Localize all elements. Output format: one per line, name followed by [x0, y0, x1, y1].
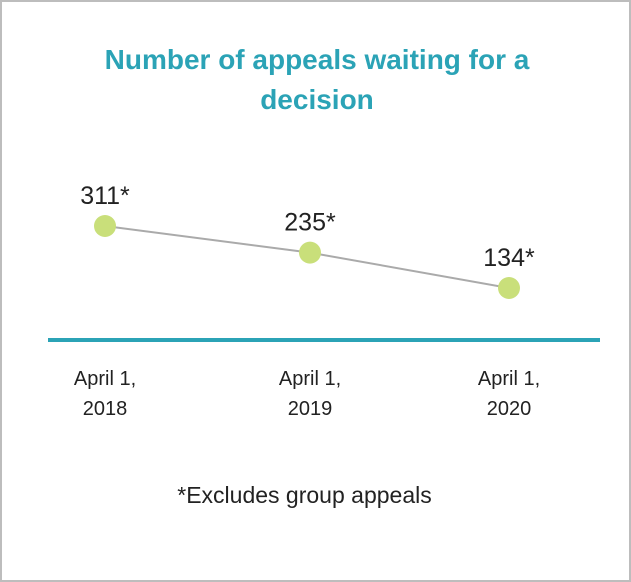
x-tick-label: April 1, 2019 [278, 368, 342, 420]
data-point [299, 241, 321, 264]
x-tick-label: April 1, 2018 [73, 368, 137, 420]
value-label: 134* [483, 244, 535, 272]
data-point [94, 215, 116, 237]
x-tick-label: April 1, 2020 [477, 368, 541, 420]
value-label: 311* [80, 182, 130, 210]
chart-title: Number of appeals waiting for a decision [104, 44, 530, 115]
value-label: 235* [284, 209, 336, 237]
data-point [498, 277, 520, 299]
footnote: *Excludes group appeals [177, 482, 432, 508]
